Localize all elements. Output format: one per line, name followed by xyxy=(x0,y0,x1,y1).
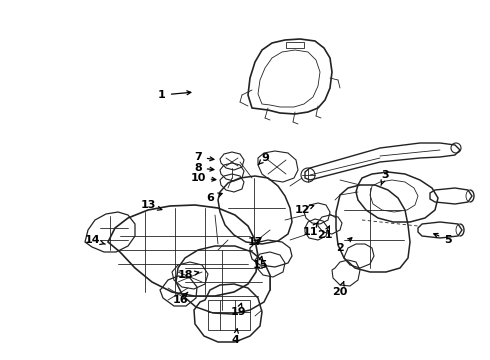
Text: 11: 11 xyxy=(302,222,318,237)
Text: 18: 18 xyxy=(177,270,199,280)
Text: 16: 16 xyxy=(172,292,188,305)
Text: 4: 4 xyxy=(231,329,239,345)
Text: 1: 1 xyxy=(158,90,191,100)
Text: 10: 10 xyxy=(190,173,216,183)
Text: 2: 2 xyxy=(336,238,352,253)
Text: 8: 8 xyxy=(194,163,214,173)
Text: 15: 15 xyxy=(252,256,268,270)
Text: 7: 7 xyxy=(194,152,214,162)
Text: 13: 13 xyxy=(140,200,162,210)
Text: 5: 5 xyxy=(434,234,452,245)
Text: 14: 14 xyxy=(84,235,105,245)
Text: 3: 3 xyxy=(381,170,389,185)
Text: 6: 6 xyxy=(206,193,222,203)
Text: 12: 12 xyxy=(294,205,314,215)
Text: 20: 20 xyxy=(332,282,348,297)
Text: 19: 19 xyxy=(230,303,246,317)
Text: 9: 9 xyxy=(258,153,269,165)
Text: 17: 17 xyxy=(247,237,263,247)
Text: 21: 21 xyxy=(317,226,333,240)
